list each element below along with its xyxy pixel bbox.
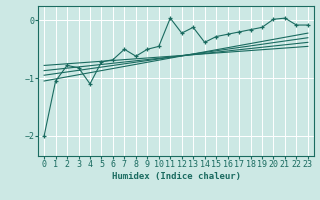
X-axis label: Humidex (Indice chaleur): Humidex (Indice chaleur) — [111, 172, 241, 181]
